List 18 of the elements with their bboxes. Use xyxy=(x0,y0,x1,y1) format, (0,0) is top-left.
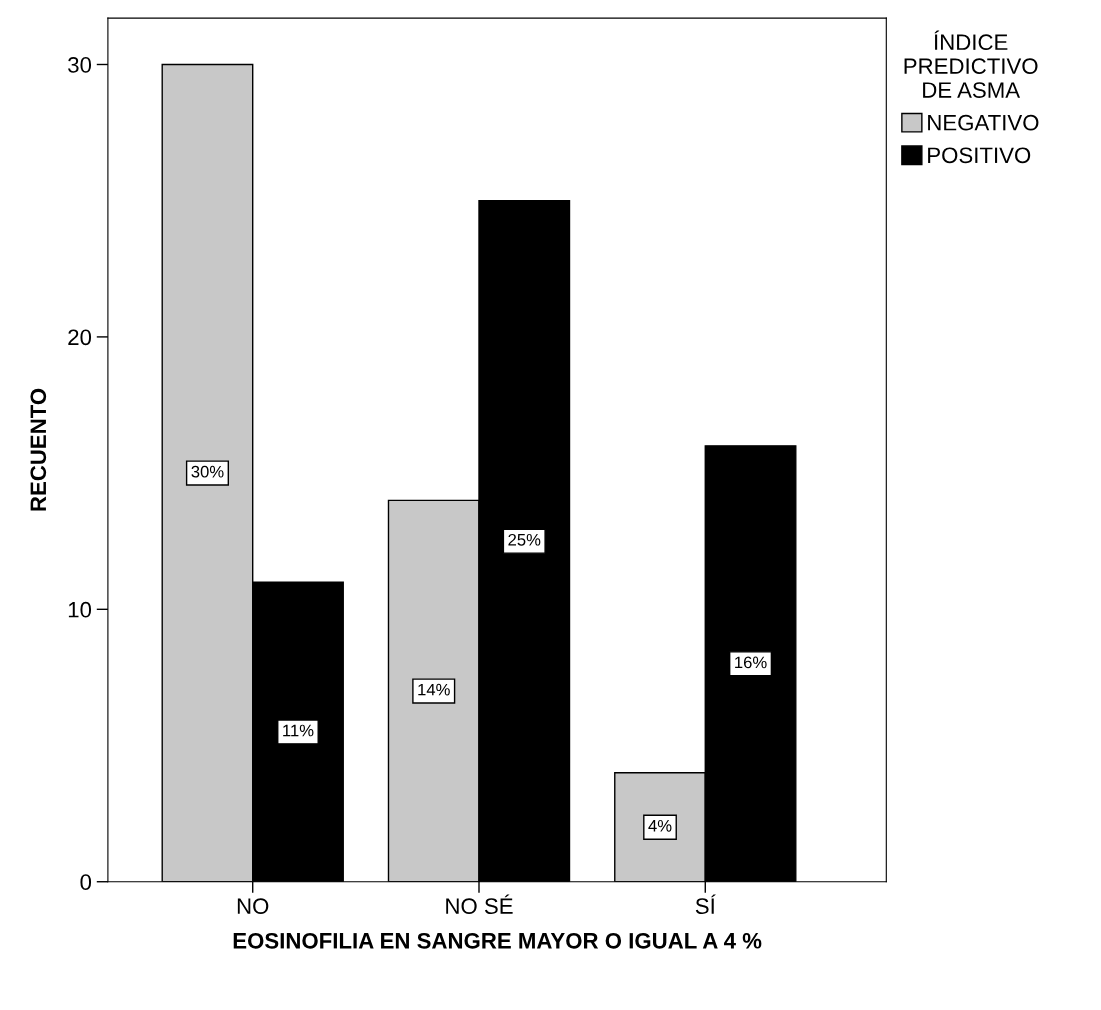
data-label: 14% xyxy=(418,683,450,696)
data-label: 16% xyxy=(735,656,767,669)
legend-title: ÍNDICE PREDICTIVO DE ASMA xyxy=(904,30,1038,98)
y-axis-title: RECUENTO xyxy=(30,388,47,511)
y-tick-label: 30 xyxy=(68,57,92,73)
x-tick-label: NO SÉ xyxy=(446,894,513,915)
legend-label: NEGATIVO xyxy=(928,114,1039,131)
data-label: 25% xyxy=(508,533,541,546)
x-tick-label: NO xyxy=(237,898,269,915)
y-tick-label: 0 xyxy=(80,874,92,890)
legend-label: POSITIVO xyxy=(928,147,1031,164)
x-tick-label: SÍ xyxy=(695,894,716,915)
data-label: 4% xyxy=(648,819,672,832)
y-tick-label: 20 xyxy=(68,329,92,346)
y-tick-label: 10 xyxy=(68,601,92,618)
x-axis-title: EOSINOFILIA EN SANGRE MAYOR O IGUAL A 4 % xyxy=(233,932,762,949)
data-label: 30% xyxy=(191,465,224,478)
data-label: 11% xyxy=(283,724,314,737)
